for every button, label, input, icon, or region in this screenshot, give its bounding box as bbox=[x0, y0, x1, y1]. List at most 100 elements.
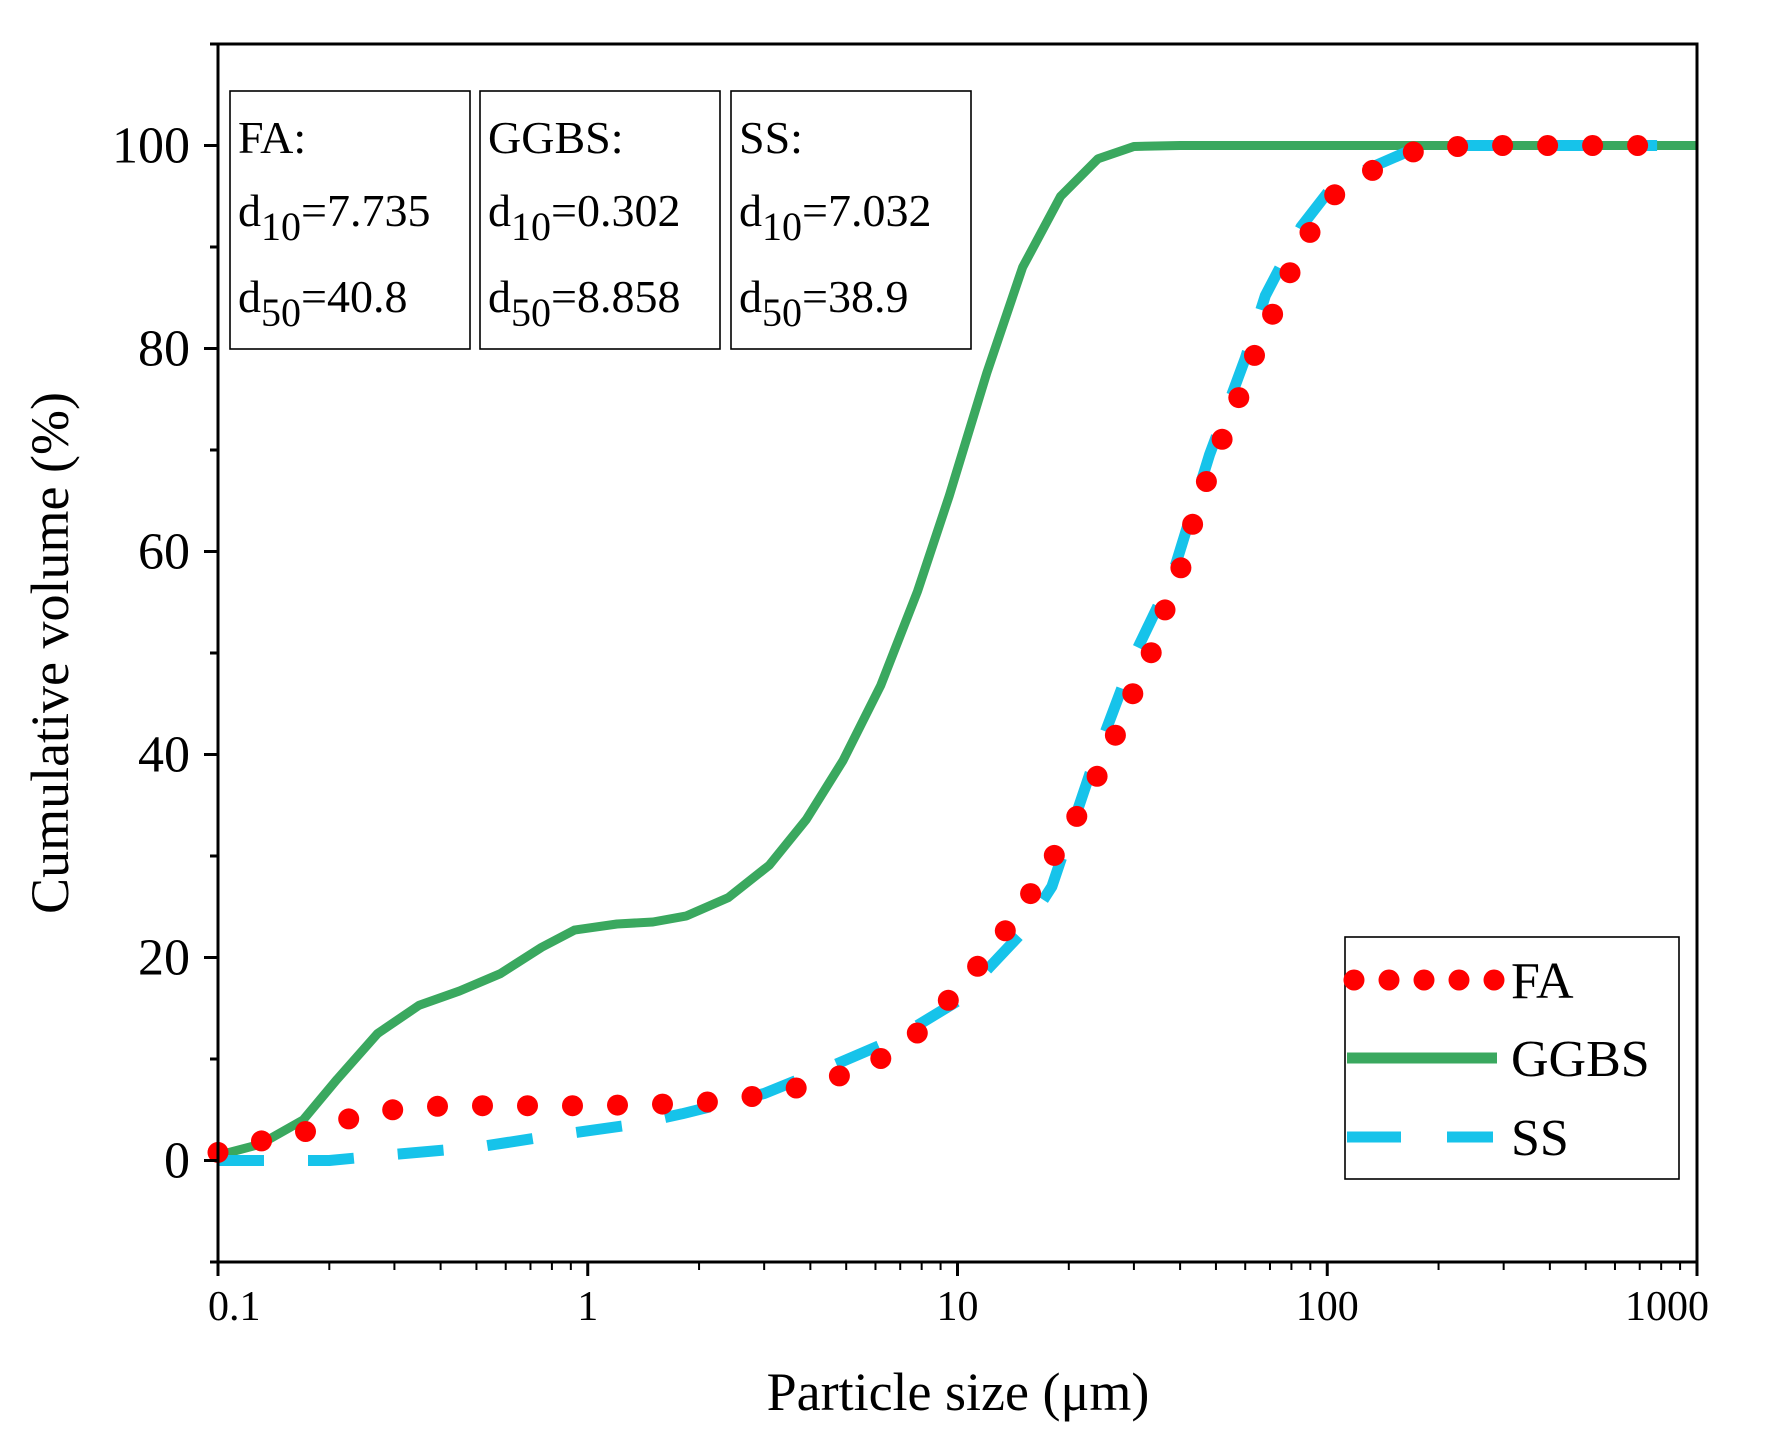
annotation-value: =0.302 bbox=[551, 185, 680, 236]
annotation-d10: d10=0.302 bbox=[488, 185, 680, 249]
legend-fa-dot bbox=[1413, 969, 1435, 991]
fa-dot-marker bbox=[1154, 599, 1176, 621]
fa-dot-marker bbox=[1402, 141, 1424, 163]
fa-dot-marker bbox=[338, 1108, 360, 1130]
fa-dot-marker bbox=[785, 1077, 807, 1099]
y-tick-label: 0 bbox=[164, 1133, 190, 1190]
fa-dot-marker bbox=[652, 1093, 673, 1115]
annotation-subscript: 50 bbox=[762, 290, 802, 335]
y-tick-label: 20 bbox=[138, 930, 190, 987]
fa-dot-marker bbox=[1492, 135, 1514, 156]
fa-dot-marker bbox=[741, 1086, 763, 1107]
x-tick-label: 100 bbox=[1296, 1284, 1359, 1330]
fa-dot-marker bbox=[1279, 262, 1301, 284]
annotation-box-fa: FA: d10=7.735 d50=40.8 bbox=[229, 90, 471, 350]
fa-dot-marker bbox=[906, 1022, 928, 1044]
fa-dot-marker bbox=[696, 1091, 718, 1113]
legend-label: SS bbox=[1511, 1110, 1569, 1167]
fa-dot-marker bbox=[251, 1130, 272, 1152]
annotation-d-symbol: d bbox=[488, 271, 511, 322]
fa-dot-marker bbox=[1537, 135, 1559, 156]
annotation-title: SS: bbox=[739, 112, 803, 163]
fa-dot-marker bbox=[1104, 724, 1126, 746]
x-axis-title: Particle size (μm) bbox=[767, 1362, 1150, 1422]
annotation-subscript: 50 bbox=[511, 290, 551, 335]
fa-dot-marker bbox=[967, 955, 989, 977]
fa-dot-marker bbox=[1582, 135, 1604, 156]
annotation-frame bbox=[479, 90, 721, 350]
fa-dot-marker bbox=[994, 920, 1016, 942]
fa-dot-marker bbox=[382, 1099, 404, 1121]
fa-dot-marker bbox=[1211, 428, 1233, 450]
annotation-value: =8.858 bbox=[551, 271, 680, 322]
annotation-subscript: 10 bbox=[762, 204, 802, 249]
fa-dot-marker bbox=[1043, 844, 1065, 866]
legend-fa-dot bbox=[1343, 969, 1365, 991]
series-layer bbox=[207, 135, 1697, 1166]
fa-dot-marker bbox=[427, 1095, 448, 1117]
annotation-d10: d10=7.735 bbox=[238, 185, 430, 249]
fa-dot-marker bbox=[1066, 805, 1088, 827]
annotation-d10: d10=7.032 bbox=[739, 185, 931, 249]
annotation-title: FA: bbox=[238, 112, 306, 163]
annotation-d-symbol: d bbox=[238, 271, 261, 322]
y-tick-label: 80 bbox=[138, 321, 190, 378]
fa-dot-marker bbox=[870, 1048, 892, 1069]
fa-dot-marker bbox=[937, 989, 959, 1011]
fa-dot-marker bbox=[1020, 883, 1042, 905]
fa-dot-marker bbox=[1262, 303, 1284, 325]
fa-dot-marker bbox=[1299, 221, 1321, 243]
annotation-subscript: 10 bbox=[511, 204, 551, 249]
fa-dot-marker bbox=[1140, 642, 1162, 664]
legend-fa-dot bbox=[1448, 969, 1470, 991]
fa-dot-marker bbox=[1324, 184, 1346, 206]
annotation-frame bbox=[229, 90, 471, 350]
annotation-title: GGBS: bbox=[488, 112, 623, 163]
fa-dot-marker bbox=[517, 1095, 538, 1117]
x-tick-label: 1000 bbox=[1625, 1284, 1709, 1330]
annotation-d-symbol: d bbox=[739, 185, 762, 236]
fa-dot-marker bbox=[1086, 765, 1108, 787]
legend-item-fa: FA bbox=[1343, 953, 1574, 1010]
fa-dot-marker bbox=[1122, 683, 1144, 705]
annotation-value: =7.735 bbox=[301, 185, 430, 236]
y-tick-label: 100 bbox=[112, 118, 190, 175]
annotation-value: =38.9 bbox=[802, 271, 908, 322]
legend-label: FA bbox=[1511, 953, 1574, 1010]
annotation-subscript: 50 bbox=[261, 290, 301, 335]
fa-dot-marker bbox=[295, 1121, 316, 1142]
fa-dot-marker bbox=[1170, 557, 1192, 579]
y-tick-label: 40 bbox=[138, 727, 190, 784]
x-tick-label: 1 bbox=[577, 1284, 598, 1330]
legend-fa-dot bbox=[1378, 969, 1400, 991]
legend-fa-dot bbox=[1483, 969, 1505, 991]
y-tick-label: 60 bbox=[138, 524, 190, 581]
annotation-d-symbol: d bbox=[488, 185, 511, 236]
y-axis-title: Cumulative volume (%) bbox=[20, 392, 80, 914]
annotation-d50: d50=38.9 bbox=[739, 271, 908, 335]
fa-dot-marker bbox=[1195, 471, 1217, 492]
fa-dot-marker bbox=[1182, 513, 1204, 535]
annotation-layer: FA:d10=7.735d50=40.8GGBS:d10=0.302d50=8.… bbox=[229, 90, 972, 350]
x-tick-label: 0.1 bbox=[208, 1284, 261, 1330]
annotation-d50: d50=8.858 bbox=[488, 271, 680, 335]
legend-item-ss: SS bbox=[1347, 1110, 1569, 1167]
annotation-value: =7.032 bbox=[802, 185, 931, 236]
fa-dot-marker bbox=[1447, 136, 1469, 157]
fa-dot-marker bbox=[1362, 159, 1383, 181]
x-tick-label: 10 bbox=[937, 1284, 979, 1330]
annotation-value: =40.8 bbox=[301, 271, 407, 322]
legend-item-ggbs: GGBS bbox=[1347, 1031, 1650, 1088]
fa-dot-marker bbox=[1244, 344, 1265, 366]
annotation-d50: d50=40.8 bbox=[238, 271, 407, 335]
fa-series-dots bbox=[207, 135, 1649, 1163]
annotation-d-symbol: d bbox=[739, 271, 762, 322]
fa-dot-marker bbox=[607, 1094, 628, 1116]
legend-label: GGBS bbox=[1511, 1031, 1650, 1088]
axes-layer: 0 20 40 60 80 100 0.1 1 10 100 1000 bbox=[112, 42, 1709, 1330]
annotation-frame bbox=[730, 90, 972, 350]
fa-dot-marker bbox=[828, 1065, 850, 1087]
